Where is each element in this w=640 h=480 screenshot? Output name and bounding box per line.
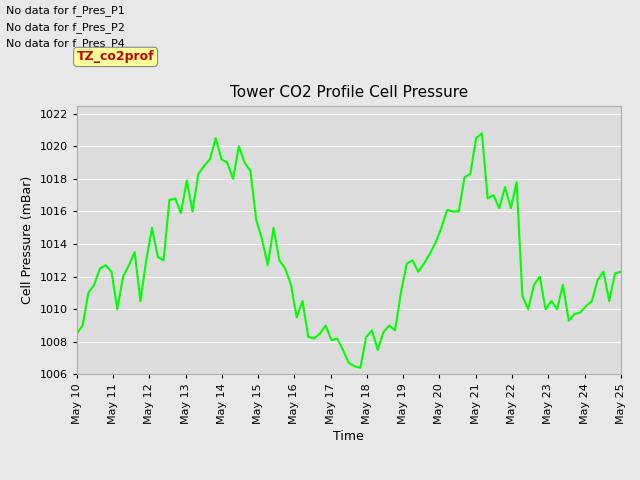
Text: No data for f_Pres_P4: No data for f_Pres_P4 [6,38,125,49]
Text: No data for f_Pres_P2: No data for f_Pres_P2 [6,22,125,33]
Text: No data for f_Pres_P1: No data for f_Pres_P1 [6,5,125,16]
X-axis label: Time: Time [333,430,364,443]
Text: TZ_co2prof: TZ_co2prof [77,50,154,63]
Title: Tower CO2 Profile Cell Pressure: Tower CO2 Profile Cell Pressure [230,85,468,100]
Y-axis label: Cell Pressure (mBar): Cell Pressure (mBar) [21,176,34,304]
